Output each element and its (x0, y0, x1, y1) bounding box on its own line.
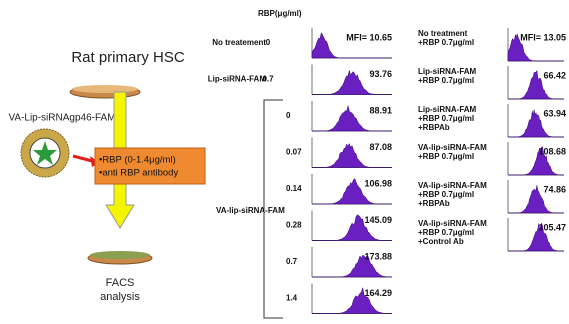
row-label: No treatement (212, 38, 266, 47)
rbp-value: 0.14 (286, 184, 302, 193)
treatment: •anti RBP antibody (99, 168, 178, 179)
mfi: 87.08 (369, 142, 392, 152)
rbp-value: 0.07 (286, 148, 302, 157)
page: Rat primary HSC VA-Lip-siRNAgp46-FAM •RB… (0, 0, 569, 324)
row-label: Lip-siRNA-FAM (208, 75, 267, 84)
title: Rat primary HSC (71, 49, 185, 66)
row-label: +RBP 0.7μg/ml (418, 152, 474, 161)
dish-top (72, 85, 138, 93)
row-label: Lip-siRNA-FAM (418, 105, 477, 114)
row-label: Lip-siRNA-FAM (418, 67, 477, 76)
row-label: +Control Ab (418, 237, 464, 246)
rbp-value: 0 (286, 111, 291, 120)
mfi: 173.88 (364, 251, 392, 261)
mfi: MFI= 10.65 (346, 32, 392, 42)
row-label: +RBP 0.7μg/ml (418, 190, 474, 199)
mfi: 88.91 (369, 105, 392, 115)
row-label: No treatment (418, 29, 468, 38)
row-label: +RBPAb (418, 199, 450, 208)
mfi: 105.47 (538, 222, 566, 232)
mfi: 63.94 (543, 108, 566, 118)
rbp-value: 0 (266, 38, 271, 47)
rbp-value: 0.7 (286, 257, 298, 266)
mfi: 66.42 (543, 70, 566, 80)
reagent-label: VA-Lip-siRNAgp46-FAM (8, 113, 115, 124)
row-label: +RBP 0.7μg/ml (418, 228, 474, 237)
figure: Rat primary HSC VA-Lip-siRNAgp46-FAM •RB… (0, 0, 569, 324)
row-label: +RBP 0.7μg/ml (418, 38, 474, 47)
rbp-header: RBP(μg/ml) (258, 9, 302, 18)
row-label: VA-lip-siRNA-FAM (418, 181, 487, 190)
mfi: MFI= 13.05 (520, 32, 566, 42)
mfi: 74.86 (543, 184, 566, 194)
rbp-value: 1.4 (286, 294, 298, 303)
assay: analysis (100, 291, 140, 303)
treatment-box (95, 148, 205, 184)
row-label: +RBP 0.7μg/ml (418, 114, 474, 123)
rbp-value: 0.28 (286, 221, 302, 230)
dish-top (90, 251, 150, 259)
row-label: +RBP 0.7μg/ml (418, 76, 474, 85)
row-label: VA-lip-siRNA-FAM (418, 219, 487, 228)
mfi: 106.98 (364, 178, 392, 188)
mfi: 164.29 (364, 288, 392, 298)
row-label: VA-lip-siRNA-FAM (418, 143, 487, 152)
mfi: 93.76 (369, 69, 392, 79)
rbp-value: 0.7 (262, 75, 274, 84)
mfi: 108.68 (538, 146, 566, 156)
group-label: VA-lip-siRNA-FAM (216, 206, 285, 215)
mfi: 145.09 (364, 215, 392, 225)
row-label: +RBPAb (418, 123, 450, 132)
assay: FACS (106, 277, 135, 289)
treatment: •RBP (0-1.4μg/ml) (99, 155, 176, 166)
